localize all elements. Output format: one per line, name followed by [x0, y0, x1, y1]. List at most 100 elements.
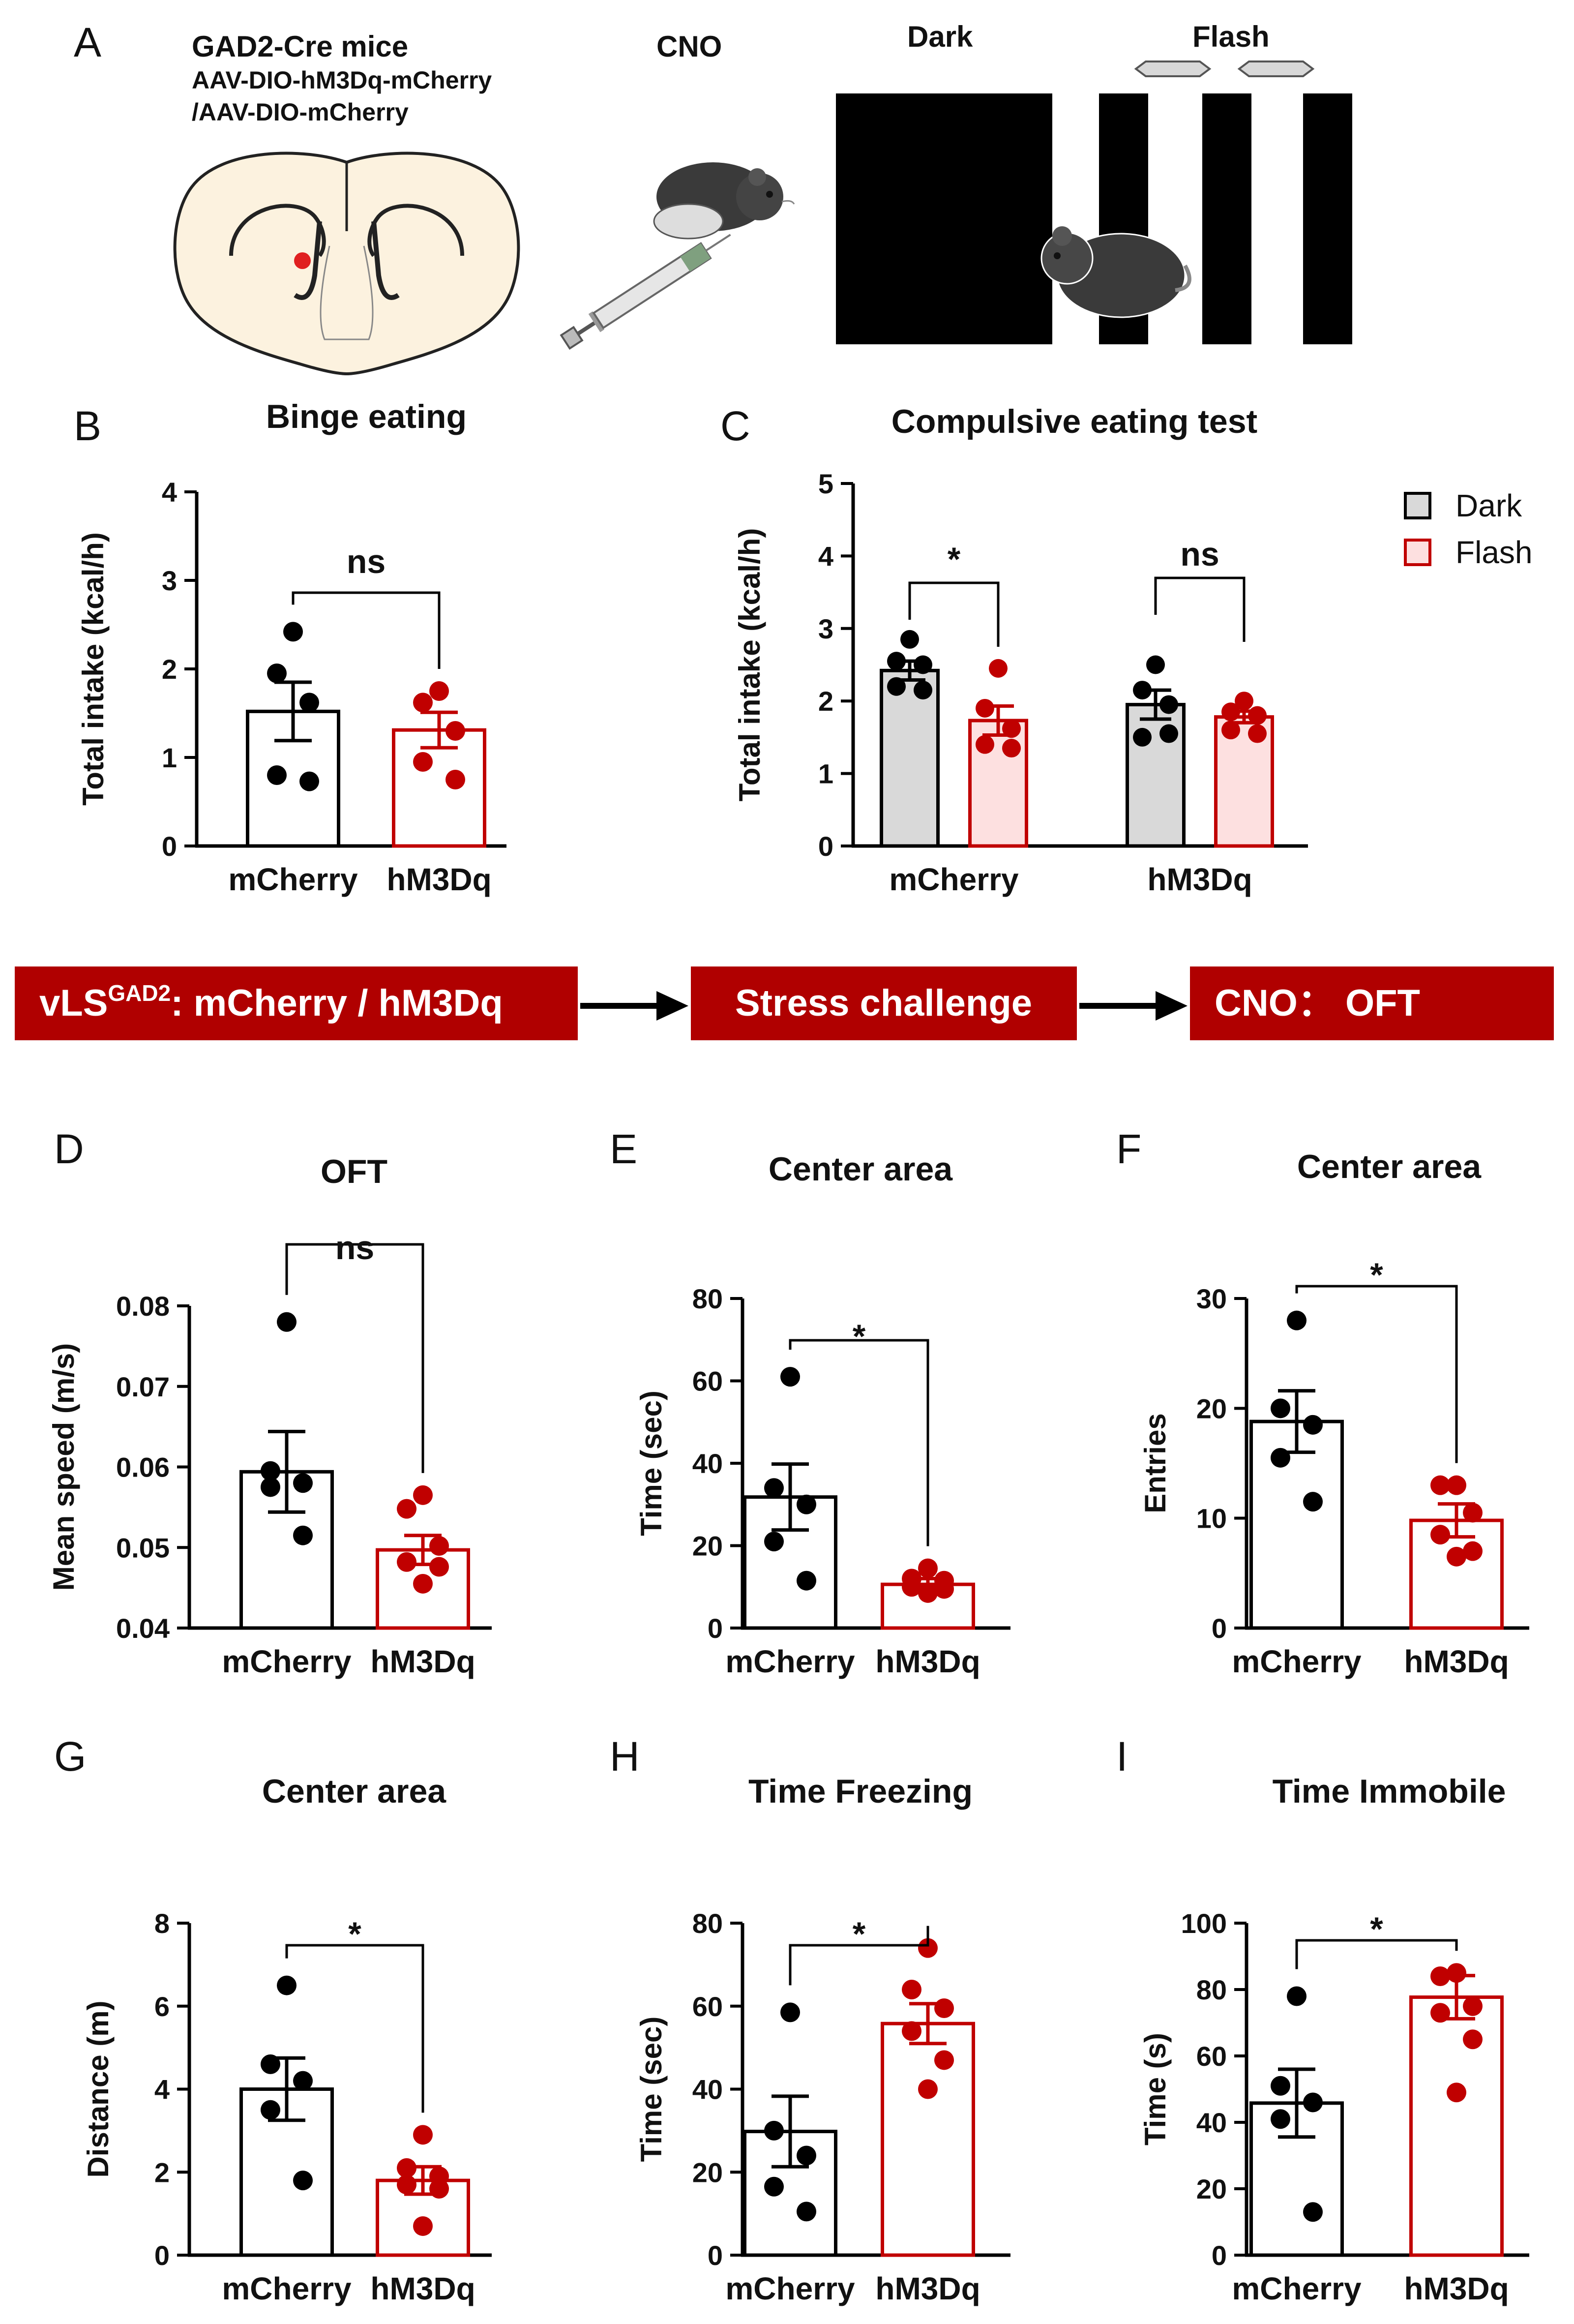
data-point — [1271, 1448, 1290, 1468]
data-point — [1235, 692, 1253, 711]
data-point — [1248, 706, 1267, 725]
data-point — [299, 771, 319, 791]
data-point — [261, 1461, 280, 1481]
data-point — [1447, 1475, 1466, 1495]
y-tick-label: 2 — [818, 686, 833, 717]
significance-bracket — [285, 1243, 424, 1473]
data-point — [902, 1980, 921, 1999]
data-point — [293, 2071, 313, 2091]
y-tick-label: 4 — [154, 2074, 170, 2105]
data-point — [1159, 724, 1178, 743]
data-point — [780, 1367, 800, 1387]
panel-g-title: Center area — [262, 1773, 446, 1810]
y-tick-label: 40 — [692, 2074, 723, 2105]
y-tick-label: 0.04 — [116, 1613, 170, 1644]
mouse-chamber-illustration — [1040, 226, 1191, 318]
flow-step-2-text: Stress challenge — [735, 982, 1032, 1024]
data-point — [887, 652, 906, 671]
data-point — [1221, 721, 1240, 740]
data-point — [1133, 681, 1152, 700]
data-point — [914, 655, 932, 674]
flash-label: Flash — [1192, 20, 1270, 53]
flow-step-1-prefix: vLS — [39, 982, 108, 1024]
significance-bracket — [285, 1944, 424, 2113]
panel-g-label: G — [54, 1733, 86, 1780]
data-point — [1463, 1996, 1483, 2016]
bar — [1249, 1419, 1344, 1630]
chart-f: 0 10 20 30 Entries mCherry hM3Dq * — [1139, 1256, 1529, 1679]
data-point — [902, 1577, 921, 1597]
significance-label: ns — [335, 1229, 374, 1267]
mice-label: GAD2-Cre mice — [192, 30, 408, 63]
flow-arrow-1 — [656, 991, 688, 1021]
y-tick-label: 0 — [818, 831, 833, 862]
data-point — [1303, 1415, 1323, 1435]
bar — [881, 2022, 975, 2257]
flow-step-1-suffix: : mCherry / hM3Dq — [171, 982, 503, 1024]
data-point — [918, 2079, 938, 2099]
data-point — [429, 1557, 449, 1577]
flow-banner: vLSGAD2: mCherry / hM3Dq Stress challeng… — [15, 966, 1554, 1040]
data-point — [397, 1552, 416, 1572]
x-category-label: mCherry — [222, 2271, 352, 2306]
x-category-label: mCherry — [228, 862, 358, 897]
data-point — [267, 664, 287, 683]
data-point — [413, 693, 433, 713]
y-tick-label: 0.08 — [116, 1291, 170, 1322]
data-point — [1430, 1475, 1450, 1495]
panel-e-label: E — [610, 1126, 637, 1172]
significance-label: * — [948, 541, 961, 578]
data-point — [976, 735, 994, 754]
significance-label: * — [853, 1915, 866, 1953]
data-point — [429, 681, 449, 701]
panel-b-title: Binge eating — [266, 398, 467, 435]
x-category-label: hM3Dq — [1147, 862, 1252, 897]
y-axis-label: Total intake (kcal/h) — [77, 532, 110, 806]
panel-a-label: A — [74, 19, 101, 65]
y-tick-label: 2 — [162, 654, 177, 685]
y-tick-label: 2 — [154, 2157, 170, 2188]
panel-c-label: C — [720, 403, 750, 449]
panel-f-title: Center area — [1297, 1148, 1482, 1185]
legend: Dark Flash — [1404, 488, 1533, 570]
data-point — [261, 2054, 280, 2074]
y-tick-label: 4 — [162, 477, 177, 508]
data-point — [918, 1938, 938, 1958]
y-tick-label: 100 — [1181, 1908, 1227, 1939]
x-category-label: hM3Dq — [1404, 2271, 1509, 2306]
chart-g: 0 2 4 6 8 Distance (m) mCherry hM3Dq * — [82, 1908, 492, 2306]
y-tick-label: 60 — [692, 1991, 723, 2022]
significance-bracket — [908, 581, 1000, 647]
x-category-label: mCherry — [1232, 1644, 1362, 1679]
data-point — [413, 2125, 433, 2145]
panel-c-title: Compulsive eating test — [891, 403, 1257, 440]
data-point — [780, 2002, 800, 2022]
data-point — [934, 1998, 954, 2018]
y-tick-label: 40 — [1196, 2107, 1227, 2138]
data-point — [277, 1975, 297, 1995]
flow-step-1-box — [15, 966, 578, 1040]
y-tick-label: 20 — [692, 1531, 723, 1562]
y-tick-label: 3 — [162, 565, 177, 596]
data-point — [429, 1536, 449, 1556]
x-category-label: mCherry — [725, 1644, 855, 1679]
data-point — [429, 2179, 449, 2199]
data-point — [1447, 2083, 1466, 2103]
significance-bracket — [292, 591, 441, 669]
legend-label-flash: Flash — [1455, 535, 1533, 570]
data-point — [413, 1485, 433, 1505]
y-axis-label: Entries — [1139, 1413, 1172, 1513]
data-point — [293, 1525, 313, 1545]
y-tick-label: 80 — [692, 1908, 723, 1939]
flow-step-3-text: CNO： OFT — [1215, 982, 1420, 1024]
dark-label: Dark — [907, 20, 973, 53]
y-tick-label: 0 — [708, 1613, 723, 1644]
y-tick-label: 0 — [708, 2240, 723, 2271]
y-tick-label: 0.07 — [116, 1371, 170, 1402]
data-point — [914, 681, 932, 700]
data-point — [1221, 702, 1240, 722]
dark-box — [836, 93, 1052, 344]
x-category-label: hM3Dq — [370, 2271, 475, 2306]
chart-h: 0 20 40 60 80 Time (sec) mCherry hM3Dq * — [635, 1908, 1010, 2306]
